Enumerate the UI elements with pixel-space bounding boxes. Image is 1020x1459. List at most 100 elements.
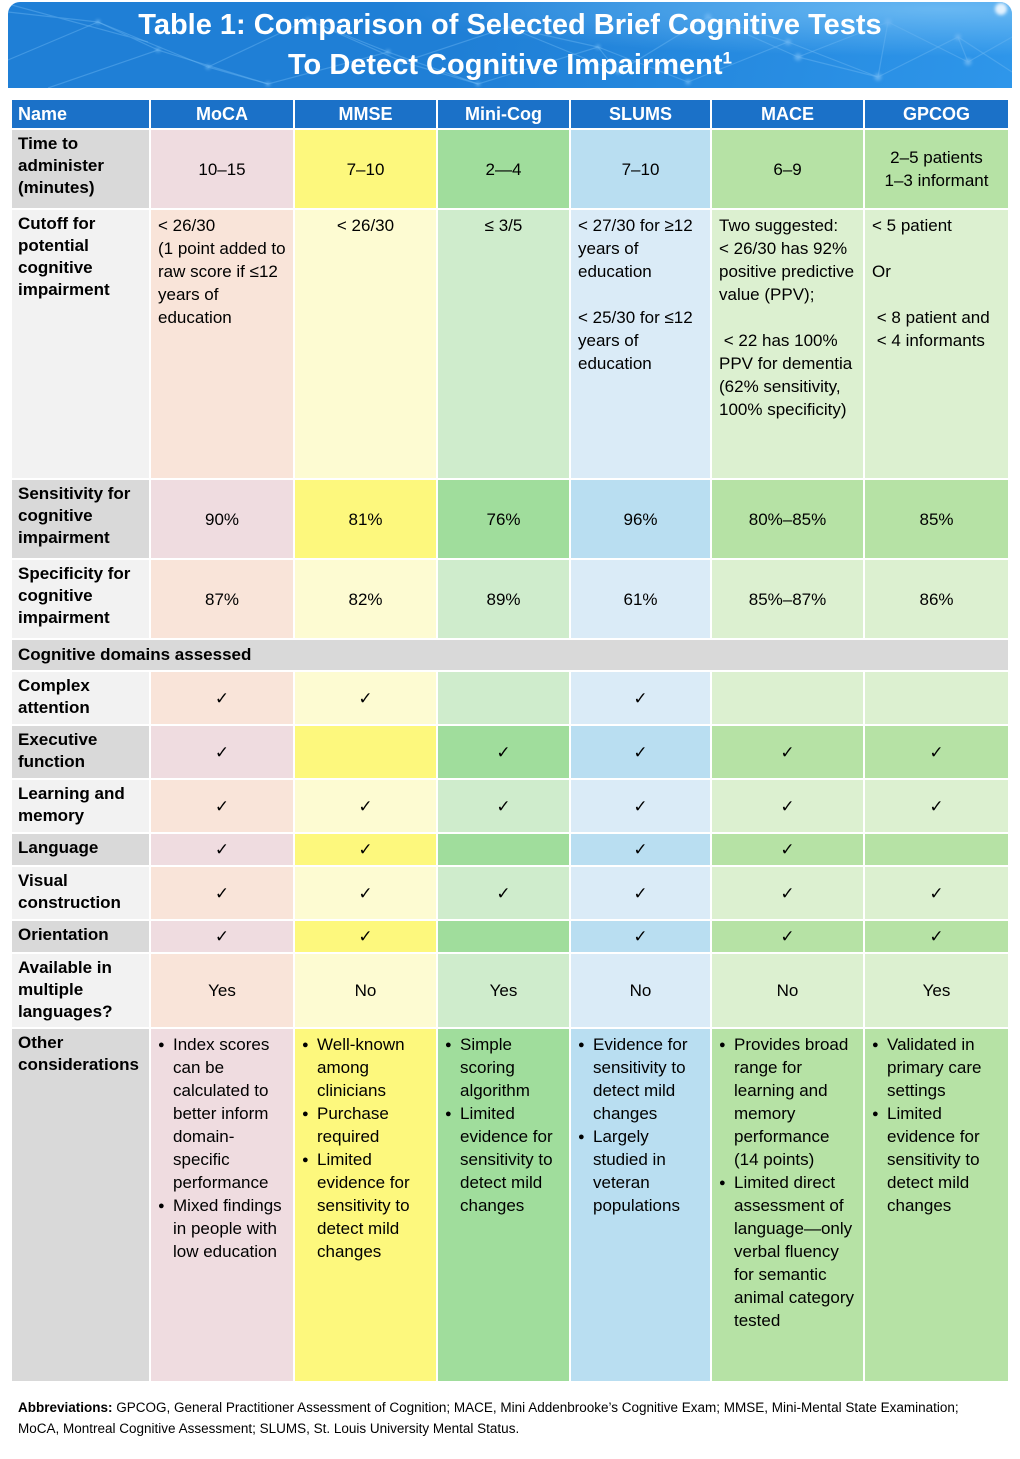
cell-time-to-administer-mmse: 7–10 bbox=[295, 130, 436, 208]
row-label-multiple-languages: Available in multiple languages? bbox=[12, 954, 149, 1027]
cell-language-minicog bbox=[438, 834, 569, 865]
cell-visual-construction-minicog: ✓ bbox=[438, 867, 569, 919]
row-label-other-considerations: Other considerations bbox=[12, 1029, 149, 1381]
table-row-other-considerations: Other considerationsIndex scores can be … bbox=[12, 1029, 1008, 1381]
bullet-list-moca: Index scores can be calculated to better… bbox=[158, 1033, 286, 1263]
row-label-sensitivity: Sensitivity for cognitive impairment bbox=[12, 480, 149, 558]
bullet-item: Simple scoring algorithm bbox=[445, 1033, 562, 1102]
cell-language-gpcog bbox=[865, 834, 1008, 865]
cell-sensitivity-mace: 80%–85% bbox=[712, 480, 863, 558]
row-label-cutoff: Cutoff for potential cognitive impairmen… bbox=[12, 210, 149, 478]
page-title-line1: Table 1: Comparison of Selected Brief Co… bbox=[138, 9, 882, 41]
cell-complex-attention-minicog bbox=[438, 672, 569, 724]
cell-other-considerations-minicog: Simple scoring algorithmLimited evidence… bbox=[438, 1029, 569, 1381]
bullet-item: Evidence for sensitivity to detect mild … bbox=[578, 1033, 703, 1125]
cell-specificity-mmse: 82% bbox=[295, 560, 436, 638]
cell-executive-function-gpcog: ✓ bbox=[865, 726, 1008, 778]
table-row-specificity: Specificity for cognitive impairment 87% 8… bbox=[12, 560, 1008, 638]
cell-orientation-moca: ✓ bbox=[151, 921, 293, 952]
cell-language-slums: ✓ bbox=[571, 834, 710, 865]
row-label-orientation: Orientation bbox=[12, 921, 149, 952]
cell-learning-memory-mmse: ✓ bbox=[295, 780, 436, 832]
column-header-mace: MACE bbox=[712, 100, 863, 128]
cell-other-considerations-moca: Index scores can be calculated to better… bbox=[151, 1029, 293, 1381]
row-label-language: Language bbox=[12, 834, 149, 865]
cell-executive-function-slums: ✓ bbox=[571, 726, 710, 778]
cell-multiple-languages-mace: No bbox=[712, 954, 863, 1027]
bullet-item: Index scores can be calculated to better… bbox=[158, 1033, 286, 1194]
cell-complex-attention-slums: ✓ bbox=[571, 672, 710, 724]
table-header-row: Name MoCA MMSE Mini-Cog SLUMS MACE GPCOG bbox=[12, 100, 1008, 128]
column-header-name: Name bbox=[12, 100, 149, 128]
bullet-list-slums: Evidence for sensitivity to detect mild … bbox=[578, 1033, 703, 1217]
cell-executive-function-moca: ✓ bbox=[151, 726, 293, 778]
bullet-list-mmse: Well-known among cliniciansPurchase requ… bbox=[302, 1033, 429, 1263]
row-label-executive-function: Executive function bbox=[12, 726, 149, 778]
cell-executive-function-minicog: ✓ bbox=[438, 726, 569, 778]
cell-learning-memory-moca: ✓ bbox=[151, 780, 293, 832]
cell-multiple-languages-moca: Yes bbox=[151, 954, 293, 1027]
bullet-item: Largely studied in veteran populations bbox=[578, 1125, 703, 1217]
page-title: Table 1: Comparison of Selected Brief Co… bbox=[8, 2, 1012, 85]
column-header-mmse: MMSE bbox=[295, 100, 436, 128]
cell-specificity-gpcog: 86% bbox=[865, 560, 1008, 638]
cell-cutoff-gpcog: < 5 patient Or < 8 patient and < 4 infor… bbox=[865, 210, 1008, 478]
cell-orientation-mace: ✓ bbox=[712, 921, 863, 952]
table-row-orientation: Orientation ✓ ✓ ✓ ✓ ✓ bbox=[12, 921, 1008, 952]
title-banner: Table 1: Comparison of Selected Brief Co… bbox=[8, 2, 1012, 88]
cell-language-mmse: ✓ bbox=[295, 834, 436, 865]
cell-time-to-administer-gpcog: 2–5 patients 1–3 informant bbox=[865, 130, 1008, 208]
abbreviations-text: GPCOG, General Practitioner Assessment o… bbox=[18, 1400, 959, 1436]
cell-time-to-administer-mace: 6–9 bbox=[712, 130, 863, 208]
cell-learning-memory-gpcog: ✓ bbox=[865, 780, 1008, 832]
row-label-visual-construction: Visual construction bbox=[12, 867, 149, 919]
cell-orientation-slums: ✓ bbox=[571, 921, 710, 952]
cell-learning-memory-slums: ✓ bbox=[571, 780, 710, 832]
cell-visual-construction-slums: ✓ bbox=[571, 867, 710, 919]
cell-multiple-languages-mmse: No bbox=[295, 954, 436, 1027]
column-header-minicog: Mini-Cog bbox=[438, 100, 569, 128]
bullet-item: Limited evidence for sensitivity to dete… bbox=[445, 1102, 562, 1217]
cell-complex-attention-mace bbox=[712, 672, 863, 724]
table-row-cutoff: Cutoff for potential cognitive impairmen… bbox=[12, 210, 1008, 478]
table-row-complex-attention: Complex attention ✓ ✓ ✓ bbox=[12, 672, 1008, 724]
bullet-list-mace: Provides broad range for learning and me… bbox=[719, 1033, 856, 1332]
column-header-moca: MoCA bbox=[151, 100, 293, 128]
bullet-list-minicog: Simple scoring algorithmLimited evidence… bbox=[445, 1033, 562, 1217]
cell-complex-attention-gpcog bbox=[865, 672, 1008, 724]
table-row-multiple-languages: Available in multiple languages? Yes No Yes… bbox=[12, 954, 1008, 1027]
cell-visual-construction-mace: ✓ bbox=[712, 867, 863, 919]
title-footnote-superscript: 1 bbox=[722, 48, 732, 68]
table-row-cognitive-domains: Cognitive domains assessed bbox=[12, 640, 1008, 670]
cell-visual-construction-gpcog: ✓ bbox=[865, 867, 1008, 919]
table-row-learning-memory: Learning and memory ✓ ✓ ✓ ✓ ✓ ✓ bbox=[12, 780, 1008, 832]
row-label-learning-memory: Learning and memory bbox=[12, 780, 149, 832]
bullet-item: Validated in primary care settings bbox=[872, 1033, 1001, 1102]
row-label-complex-attention: Complex attention bbox=[12, 672, 149, 724]
cell-language-moca: ✓ bbox=[151, 834, 293, 865]
cell-cutoff-mace: Two suggested: < 26/30 has 92% positive … bbox=[712, 210, 863, 478]
cell-time-to-administer-moca: 10–15 bbox=[151, 130, 293, 208]
table-row-language: Language ✓ ✓ ✓ ✓ bbox=[12, 834, 1008, 865]
cell-complex-attention-moca: ✓ bbox=[151, 672, 293, 724]
section-header-cognitive-domains: Cognitive domains assessed bbox=[12, 640, 1008, 670]
cell-executive-function-mace: ✓ bbox=[712, 726, 863, 778]
cell-sensitivity-slums: 96% bbox=[571, 480, 710, 558]
cell-multiple-languages-slums: No bbox=[571, 954, 710, 1027]
column-header-slums: SLUMS bbox=[571, 100, 710, 128]
comparison-table: Name MoCA MMSE Mini-Cog SLUMS MACE GPCOG Time … bbox=[10, 98, 1010, 1383]
cell-visual-construction-moca: ✓ bbox=[151, 867, 293, 919]
page-title-line2-text: To Detect Cognitive Impairment bbox=[288, 49, 723, 81]
table-row-visual-construction: Visual construction ✓ ✓ ✓ ✓ ✓ ✓ bbox=[12, 867, 1008, 919]
page-title-line2: To Detect Cognitive Impairment1 bbox=[8, 45, 1012, 85]
cell-orientation-minicog bbox=[438, 921, 569, 952]
bullet-item: Limited evidence for sensitivity to dete… bbox=[872, 1102, 1001, 1217]
cell-specificity-moca: 87% bbox=[151, 560, 293, 638]
cell-other-considerations-mmse: Well-known among cliniciansPurchase requ… bbox=[295, 1029, 436, 1381]
bullet-item: Well-known among clinicians bbox=[302, 1033, 429, 1102]
table-row-sensitivity: Sensitivity for cognitive impairment 90% 8… bbox=[12, 480, 1008, 558]
cell-specificity-slums: 61% bbox=[571, 560, 710, 638]
cell-sensitivity-gpcog: 85% bbox=[865, 480, 1008, 558]
cell-time-to-administer-minicog: 2—4 bbox=[438, 130, 569, 208]
